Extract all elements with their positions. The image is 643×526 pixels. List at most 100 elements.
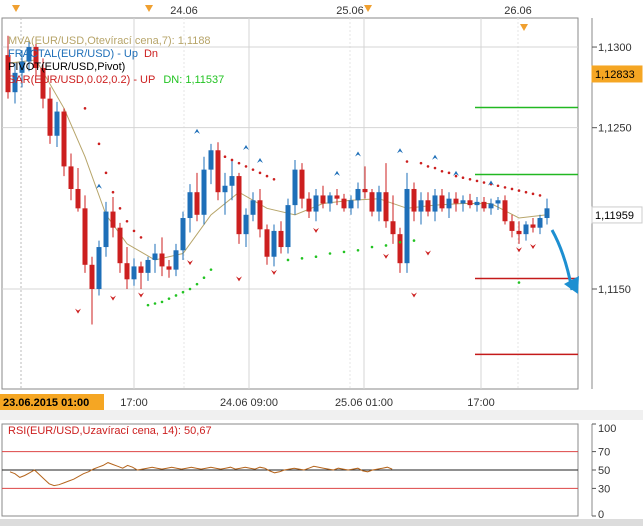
sar-dot-above xyxy=(125,219,129,223)
pivot-levels xyxy=(475,106,578,356)
candle-body xyxy=(334,195,340,199)
grid xyxy=(1,17,579,390)
sar-dot-below xyxy=(146,303,150,307)
candle-body xyxy=(250,200,256,215)
candle-body xyxy=(306,198,312,212)
price-badge xyxy=(591,65,643,83)
sar-dot-above xyxy=(517,189,521,192)
sar-dot-above xyxy=(531,192,535,196)
legend-fractal-up: Up xyxy=(124,48,138,60)
candle-body xyxy=(369,192,375,212)
sar-dot-below xyxy=(188,287,192,291)
sar-dot-below xyxy=(167,297,171,300)
sar-dot-below xyxy=(286,258,290,262)
legend-fractal-name: FRACTAL(EUR/USD) - xyxy=(8,48,124,60)
sar-dot-above xyxy=(97,142,101,146)
legend-sar-dn: DN: 1,11537 xyxy=(163,74,224,86)
annotation-arrow xyxy=(550,229,579,294)
legend-pivot: PIVOT(EUR/USD,Pivot) xyxy=(8,61,125,73)
legend-fractal-dn: Dn xyxy=(144,48,158,60)
candle-body xyxy=(439,195,445,209)
rsi-tick-label: 0 xyxy=(598,509,604,521)
sar-dot-above xyxy=(258,171,262,175)
candle-body xyxy=(271,230,277,257)
candle-body xyxy=(236,176,242,235)
candle-body xyxy=(362,188,368,193)
sar-dot-above xyxy=(419,161,423,165)
sar-dot-above xyxy=(405,160,409,163)
sar-dot-above xyxy=(118,207,122,210)
candle-body xyxy=(166,266,172,270)
sar-dot-above xyxy=(524,190,528,194)
candle-body xyxy=(61,111,67,167)
rsi-tick-label: 50 xyxy=(598,465,610,477)
top-date-axis: 24.06 25.06 26.06 xyxy=(12,5,532,31)
rsi-panel: RSI(EUR/USD,Uzavírací cena, 14): 50,67 1… xyxy=(0,423,643,526)
candle-body xyxy=(530,224,536,228)
sar-dot-below xyxy=(174,294,178,297)
fractal-up-icon xyxy=(243,145,249,151)
top-date-label: 25.06 xyxy=(336,5,364,17)
session-marker-icon[interactable] xyxy=(12,5,20,12)
horizontal-scrollbar[interactable] xyxy=(0,519,643,526)
sar-dot-above xyxy=(272,178,276,181)
time-axis: 23.06.2015 01:00 17:00 24.06 09:00 25.06… xyxy=(0,394,495,410)
price-badge xyxy=(591,206,643,224)
candle-body xyxy=(201,169,207,215)
sar-dot-above xyxy=(244,165,248,168)
fractal-up-icon xyxy=(432,154,438,160)
candle-body xyxy=(47,98,53,136)
sar-dot-above xyxy=(475,179,479,183)
sar-dot-below xyxy=(412,239,416,242)
sar-dot-above xyxy=(237,161,241,165)
fractal-down-icon xyxy=(271,269,277,275)
price-plot-frame xyxy=(1,17,579,390)
candle-body xyxy=(348,200,354,209)
candle-body xyxy=(474,201,480,206)
candle-body xyxy=(68,166,74,189)
sar-dot-above xyxy=(83,107,87,110)
candle-body xyxy=(481,201,487,209)
sar-dot-below xyxy=(328,252,332,255)
fractal-down-icon xyxy=(138,292,144,298)
rsi-tick-label: 100 xyxy=(598,423,616,435)
sar-dot-above xyxy=(104,171,108,175)
session-marker-icon[interactable] xyxy=(520,24,528,31)
candle-body xyxy=(320,195,326,204)
candle-body xyxy=(173,250,179,270)
candle-body xyxy=(355,188,361,201)
sar-dot-above xyxy=(440,169,444,173)
session-marker-icon[interactable] xyxy=(364,5,372,12)
sar-dot-above xyxy=(461,176,465,179)
session-marker-icon[interactable] xyxy=(145,5,153,12)
legend: MVA(EUR/USD,Otevírací cena,7): 1,1188 FR… xyxy=(8,35,224,86)
candle-body xyxy=(509,221,515,231)
fractal-up-icon xyxy=(488,180,494,186)
sar-dot-below xyxy=(342,250,346,254)
sar-dot-below xyxy=(370,245,374,249)
fractal-up-icon xyxy=(257,157,263,163)
candle-body xyxy=(467,200,473,206)
candle-body xyxy=(145,259,151,273)
fractal-down-icon xyxy=(383,253,389,259)
arrow-down-icon xyxy=(564,276,579,294)
sar-dot-above xyxy=(447,171,451,175)
candle-body xyxy=(383,192,389,222)
sar-dot-above xyxy=(433,166,437,170)
sar-dot-above xyxy=(251,168,255,171)
candle-body xyxy=(278,230,284,248)
panel-separator[interactable] xyxy=(0,410,643,420)
candle-body xyxy=(243,214,249,235)
candle-body xyxy=(96,247,102,289)
fractal-up-icon xyxy=(355,151,361,157)
candle-body xyxy=(180,218,186,251)
price-tick-label: 1,1300 xyxy=(598,42,632,54)
candle-body xyxy=(523,224,529,235)
candle-body xyxy=(537,218,543,228)
candle-body xyxy=(292,169,298,206)
price-axis-panel xyxy=(592,0,643,410)
candle-body xyxy=(446,198,452,209)
sar-dot-above xyxy=(510,187,514,191)
candle-body xyxy=(425,200,431,212)
